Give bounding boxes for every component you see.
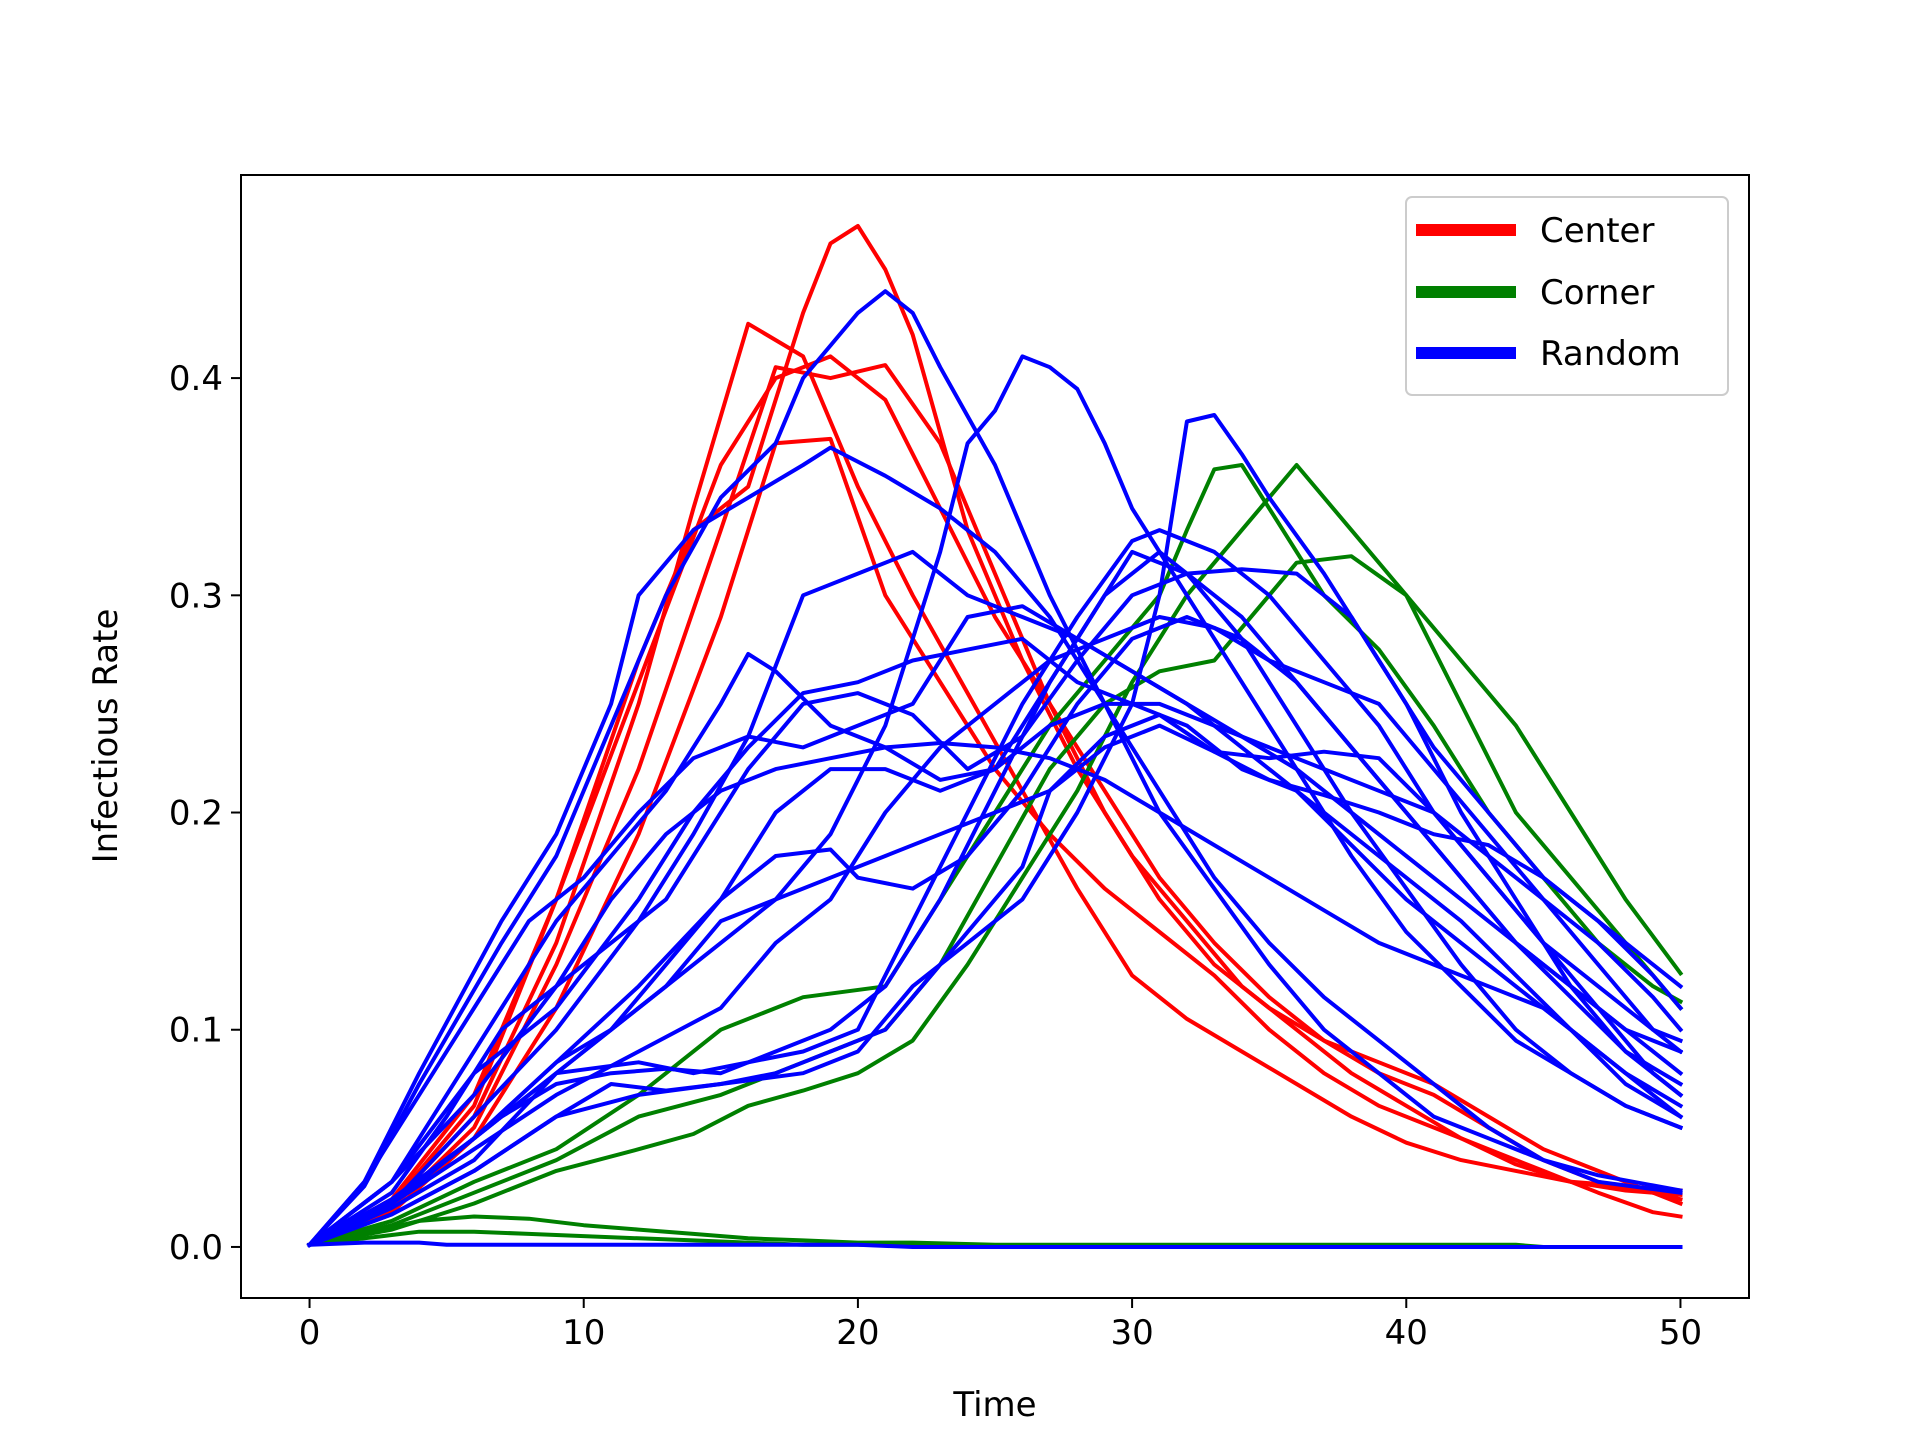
series-line-corner-6 [307,463,1684,1248]
x-tick-label: 10 [562,1313,605,1353]
series-line-random-27 [306,723,1684,1248]
series-line-center-3 [306,436,1683,1248]
series-line-random-23 [306,712,1684,1248]
series-line-random-17 [306,549,1684,1248]
series-line-random-15 [306,549,1684,1248]
legend-label-corner: Corner [1540,273,1654,313]
x-ticks: 0 10 20 30 40 50 [299,1298,1702,1353]
series-line-center-1 [306,363,1684,1248]
series-line-random-11 [306,289,1683,1248]
legend-label-random: Random [1540,334,1681,374]
series-line-center-0 [306,321,1683,1248]
legend: Center Corner Random [1405,196,1729,396]
series-line-random-26 [307,1240,1683,1249]
x-tick-label: 0 [299,1313,321,1353]
y-tick-label: 0.4 [169,359,223,399]
series-line-random-20 [306,604,1684,1248]
series-layer [306,224,1684,1249]
axes-frame [240,174,1750,1299]
x-tick-label: 20 [836,1313,879,1353]
y-axis-label: Infectious Rate [86,609,126,864]
series-line-random-25 [306,741,1684,1248]
series-line-corner-8 [307,1214,1683,1249]
series-line-random-14 [306,567,1684,1248]
y-tick-label: 0.1 [169,1011,223,1051]
series-line-random-18 [306,615,1684,1248]
y-ticks: 0.0 0.1 0.2 0.3 0.4 [169,359,241,1268]
y-tick-label: 0.0 [169,1228,223,1268]
x-tick-label: 50 [1659,1313,1702,1353]
y-tick-label: 0.2 [169,794,223,834]
legend-box [1405,196,1729,396]
series-line-random-10 [306,445,1683,1248]
legend-label-center: Center [1540,211,1654,251]
series-line-random-21 [306,615,1684,1248]
x-tick-label: 40 [1385,1313,1428,1353]
x-axis-label: Time [952,1385,1036,1425]
x-tick-label: 30 [1110,1313,1153,1353]
y-tick-label: 0.3 [169,576,223,616]
series-line-random-13 [306,413,1684,1248]
